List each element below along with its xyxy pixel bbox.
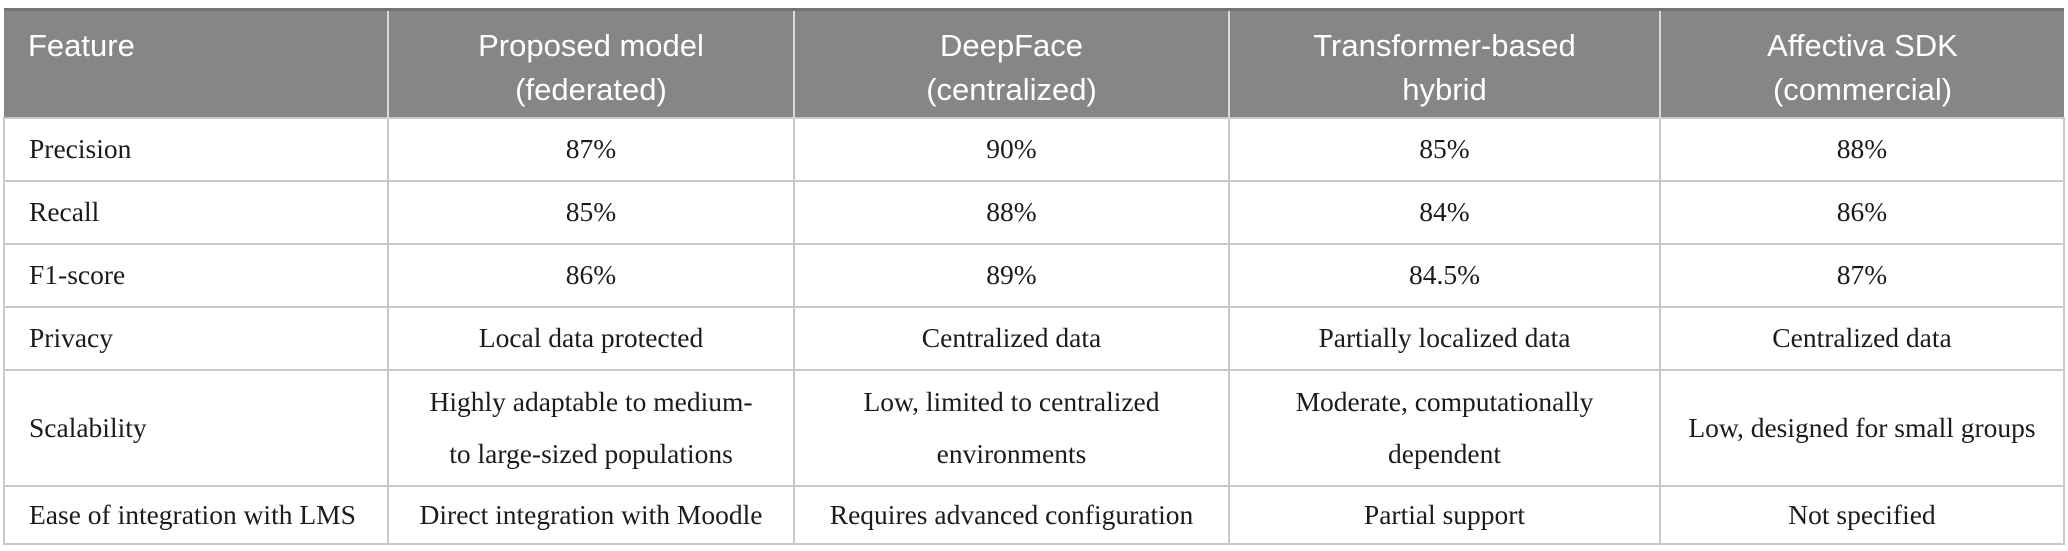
table-row-privacy: Privacy Local data protected Centralized… bbox=[3, 306, 2065, 371]
table-cell: 88% bbox=[793, 180, 1230, 245]
table-cell: 88% bbox=[1659, 117, 2065, 182]
table-row-f1-score: F1-score 86% 89% 84.5% 87% bbox=[3, 243, 2065, 308]
table-cell: 85% bbox=[387, 180, 795, 245]
table-cell: 86% bbox=[387, 243, 795, 308]
table-row-scalability: Scalability Highly adaptable to medium- … bbox=[3, 369, 2065, 487]
table-cell: Highly adaptable to medium- to large-siz… bbox=[387, 369, 795, 487]
table-cell: Moderate, computationally dependent bbox=[1228, 369, 1661, 487]
table-cell: Direct integration with Moodle bbox=[387, 484, 795, 546]
row-label: Recall bbox=[3, 180, 389, 245]
table-cell: 90% bbox=[793, 117, 1230, 182]
row-label: Privacy bbox=[3, 306, 389, 371]
table-cell: Centralized data bbox=[1659, 306, 2065, 371]
table-cell: 87% bbox=[387, 117, 795, 182]
header-cell-deepface: DeepFace (centralized) bbox=[794, 8, 1230, 118]
table-cell: Low, designed for small groups bbox=[1659, 369, 2065, 487]
table-cell: 87% bbox=[1659, 243, 2065, 308]
table-cell: Low, limited to centralized environments bbox=[793, 369, 1230, 487]
row-label: F1-score bbox=[3, 243, 389, 308]
table-cell: 86% bbox=[1659, 180, 2065, 245]
table-header: Feature Proposed model (federated) DeepF… bbox=[4, 8, 2064, 118]
table-cell: 89% bbox=[793, 243, 1230, 308]
table-cell: Not specified bbox=[1659, 484, 2065, 546]
header-cell-affectiva-sdk: Affectiva SDK (commercial) bbox=[1660, 8, 2064, 118]
row-label: Precision bbox=[3, 117, 389, 182]
table-row-precision: Precision 87% 90% 85% 88% bbox=[3, 117, 2065, 182]
table-cell: 85% bbox=[1228, 117, 1661, 182]
table-row-recall: Recall 85% 88% 84% 86% bbox=[3, 180, 2065, 245]
table-cell: Local data protected bbox=[387, 306, 795, 371]
table-cell: Partially localized data bbox=[1228, 306, 1661, 371]
row-label: Scalability bbox=[3, 369, 389, 487]
table-cell: Partial support bbox=[1228, 484, 1661, 546]
table-cell: Requires advanced configuration bbox=[793, 484, 1230, 546]
comparison-table: Feature Proposed model (federated) DeepF… bbox=[3, 8, 2065, 546]
header-cell-transformer-hybrid: Transformer-based hybrid bbox=[1229, 8, 1661, 118]
table-cell: Centralized data bbox=[793, 306, 1230, 371]
header-cell-feature: Feature bbox=[4, 8, 389, 118]
header-row: Feature Proposed model (federated) DeepF… bbox=[4, 8, 2064, 118]
table-row-lms-integration: Ease of integration with LMS Direct inte… bbox=[3, 484, 2065, 546]
table-body: Precision 87% 90% 85% 88% Recall 85% 88%… bbox=[3, 117, 2065, 546]
table-cell: 84% bbox=[1228, 180, 1661, 245]
row-label: Ease of integration with LMS bbox=[3, 484, 389, 546]
header-cell-proposed-model: Proposed model (federated) bbox=[388, 8, 795, 118]
table-cell: 84.5% bbox=[1228, 243, 1661, 308]
